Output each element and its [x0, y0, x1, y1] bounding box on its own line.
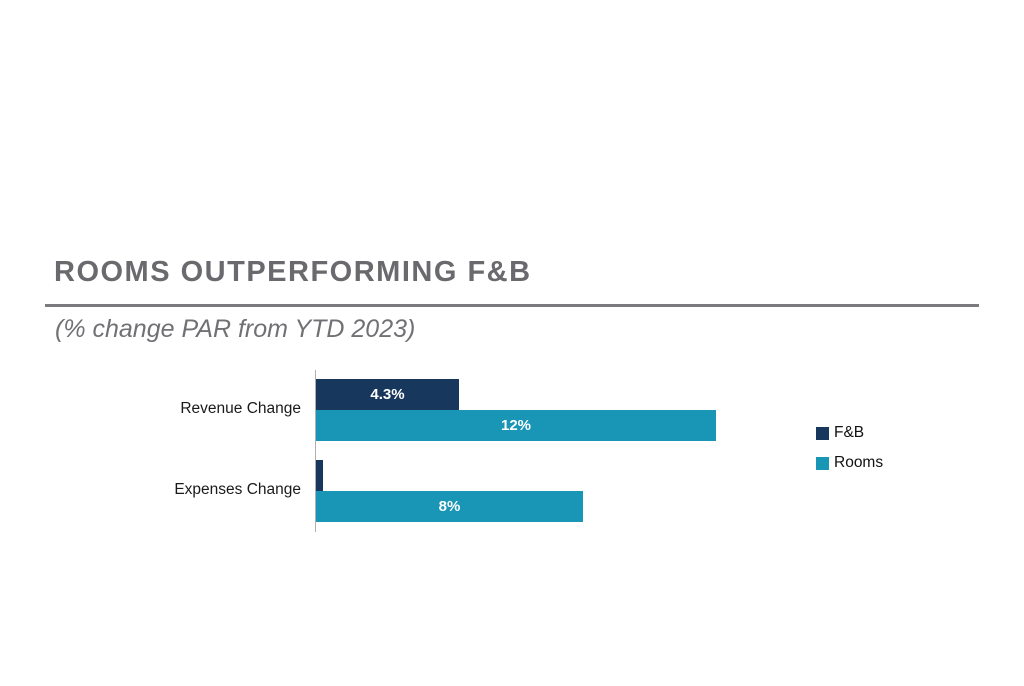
title-divider [45, 304, 979, 307]
bar-rooms-expenses-change: 8% [316, 491, 583, 522]
chart-subtitle: (% change PAR from YTD 2023) [55, 315, 416, 343]
y-axis-line [315, 370, 316, 532]
plot-area: Revenue Change 4.3% 12% Expenses Change 8% [174, 370, 756, 532]
legend: F&B Rooms [816, 424, 884, 486]
bar-value-label: 8% [438, 498, 461, 515]
bar-value-label: 12% [500, 417, 532, 434]
bar-f-b-expenses-change [316, 460, 323, 491]
bar-f-b-revenue-change: 4.3% [316, 379, 459, 410]
category-label-revenue-change: Revenue Change [180, 400, 301, 417]
category-label-expenses-change: Expenses Change [174, 481, 301, 498]
legend-swatch-f-b [816, 426, 829, 440]
legend-swatch-rooms [816, 456, 829, 470]
bar-rooms-revenue-change: 12% [316, 410, 716, 441]
legend-item-f-b: F&B [816, 424, 883, 441]
legend-label-f-b: F&B [834, 424, 865, 441]
legend-item-rooms: Rooms [816, 454, 884, 471]
bar-value-label: 4.3% [370, 386, 405, 403]
legend-label-rooms: Rooms [834, 454, 884, 471]
chart-title: ROOMS OUTPERFORMING F&B [54, 256, 532, 288]
